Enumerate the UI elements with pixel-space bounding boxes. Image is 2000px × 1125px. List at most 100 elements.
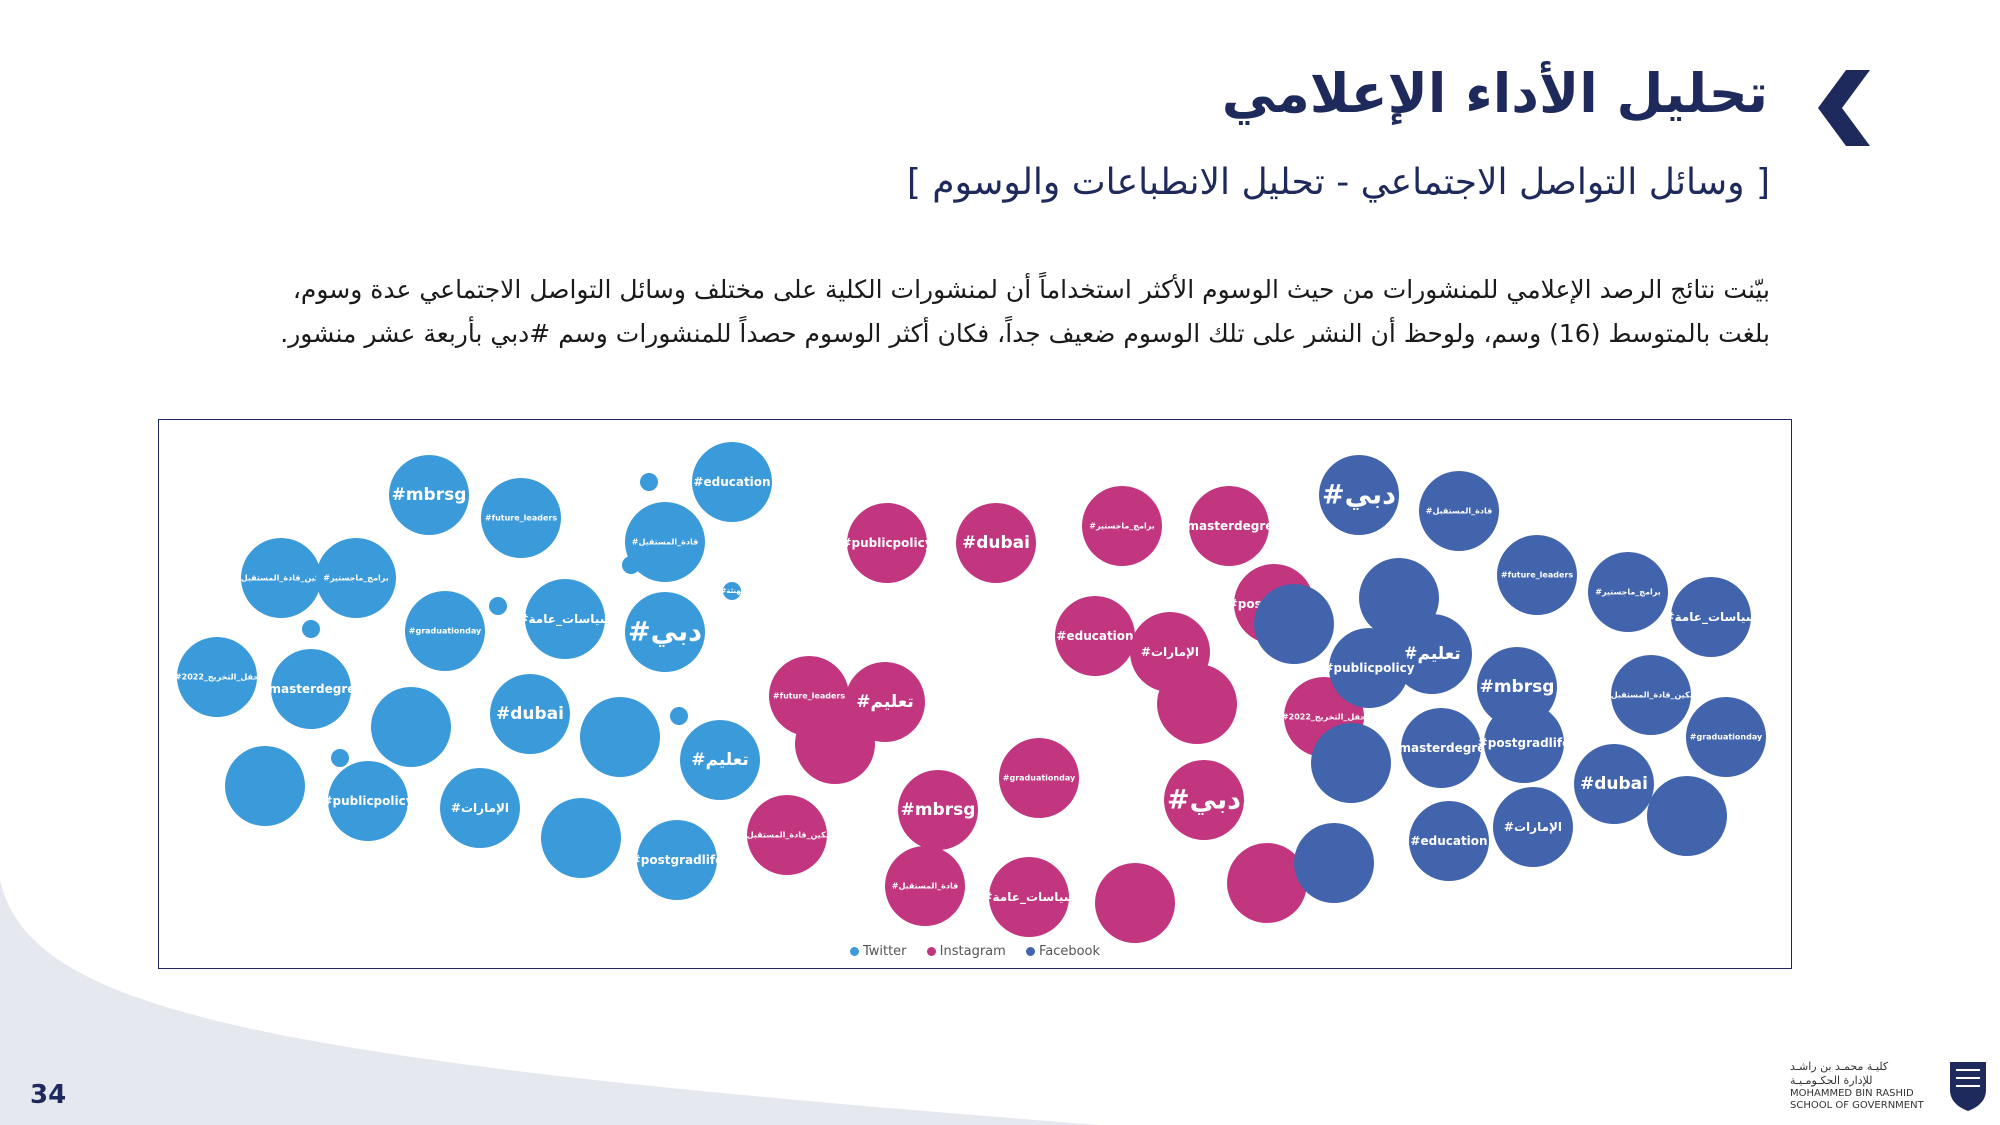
bubble-facebook[interactable] xyxy=(1484,703,1564,783)
bubble-instagram[interactable] xyxy=(999,738,1079,818)
legend-label-twitter: Twitter xyxy=(862,944,907,959)
bubble-label: #publicpolicy xyxy=(841,536,932,550)
bubble-label: #graduationday xyxy=(1690,733,1763,742)
bubble-twitter[interactable] xyxy=(490,674,570,754)
hashtag-bubble-chart: #mbrsg #future_leaders #education #قادة_الم… xyxy=(158,419,1792,969)
bubble-twitter[interactable] xyxy=(692,442,772,522)
series-facebook: #دبي #قادة_المستقبل #future_leaders #برامج_… xyxy=(1254,455,1766,903)
bubble-instagram[interactable] xyxy=(1095,863,1175,943)
bubble-instagram[interactable] xyxy=(1157,664,1237,744)
logo-text: كليـة محمـد بن راشـد للإدارة الحكـومـيـة… xyxy=(1790,1060,1940,1113)
bubble-facebook[interactable] xyxy=(1329,628,1409,708)
bubble-instagram[interactable] xyxy=(1189,486,1269,566)
bubble-label: #graduationday xyxy=(409,627,482,636)
bubble-twitter[interactable] xyxy=(580,697,660,777)
bubble-instagram[interactable] xyxy=(885,846,965,926)
bubble-label: #future_leaders xyxy=(773,692,845,701)
bubble-twitter[interactable] xyxy=(670,707,688,725)
bubble-facebook[interactable] xyxy=(1419,471,1499,551)
legend-dot-twitter xyxy=(849,947,859,956)
bubble-twitter[interactable] xyxy=(316,538,396,618)
description-paragraph: بيّنت نتائج الرصد الإعلامي للمنشورات من … xyxy=(170,268,1770,356)
bubble-facebook[interactable] xyxy=(1294,823,1374,903)
bubble-twitter[interactable] xyxy=(625,592,705,672)
bubble-chart-canvas: #mbrsg #future_leaders #education #قادة_الم… xyxy=(175,442,1766,943)
bubble-facebook[interactable] xyxy=(1311,723,1391,803)
bubble-twitter[interactable] xyxy=(241,538,321,618)
bubble-twitter[interactable] xyxy=(489,597,507,615)
bubble-twitter[interactable] xyxy=(371,687,451,767)
bubble-instagram[interactable] xyxy=(898,770,978,850)
bubble-instagram[interactable] xyxy=(956,503,1036,583)
bubble-facebook[interactable] xyxy=(1401,708,1481,788)
bubble-label: #تعليم xyxy=(856,692,913,712)
bubble-facebook[interactable] xyxy=(1647,776,1727,856)
bubble-facebook[interactable] xyxy=(1588,552,1668,632)
bubble-label: #تمكين_قادة_المستقبل xyxy=(740,831,834,840)
bubble-label: #تعليم xyxy=(1403,644,1460,664)
bubble-instagram[interactable] xyxy=(795,704,875,784)
series-instagram: #publicpolicy #dubai #برامج_ماجستير #master… xyxy=(740,486,1366,943)
bubble-twitter[interactable] xyxy=(440,768,520,848)
bubble-facebook[interactable] xyxy=(1493,787,1573,867)
bubble-label: #masterdegree xyxy=(258,682,363,696)
bubble-instagram[interactable] xyxy=(989,857,1069,937)
bubble-twitter[interactable] xyxy=(723,582,741,600)
bubble-twitter[interactable] xyxy=(481,478,561,558)
school-logo: كليـة محمـد بن راشـد للإدارة الحكـومـيـة… xyxy=(1790,1060,1990,1112)
bubble-label: #حفل_التخريج_2022 xyxy=(1282,713,1366,722)
crest-icon xyxy=(1950,1062,1986,1111)
bubble-facebook[interactable] xyxy=(1319,455,1399,535)
bubble-twitter[interactable] xyxy=(225,746,305,826)
bubble-twitter[interactable] xyxy=(271,649,351,729)
bubble-facebook[interactable] xyxy=(1254,584,1334,664)
bubble-label: #برامج_ماجستير xyxy=(1595,588,1661,597)
bubble-instagram[interactable] xyxy=(1082,486,1162,566)
bubble-twitter[interactable] xyxy=(541,798,621,878)
legend-dot-facebook xyxy=(1025,947,1035,956)
bubble-twitter[interactable] xyxy=(331,749,349,767)
bubble-twitter[interactable] xyxy=(625,502,705,582)
bubble-instagram[interactable] xyxy=(1164,760,1244,840)
bubble-facebook[interactable] xyxy=(1574,744,1654,824)
legend-item-twitter[interactable]: Twitter xyxy=(849,944,907,959)
bubble-label: #publicpolicy xyxy=(322,794,413,808)
bubble-twitter[interactable] xyxy=(640,473,658,491)
bubble-twitter[interactable] xyxy=(328,761,408,841)
bubble-facebook[interactable] xyxy=(1686,697,1766,777)
bubble-label: #masterdegree xyxy=(1176,519,1281,533)
bubble-instagram[interactable] xyxy=(747,795,827,875)
bubble-twitter[interactable] xyxy=(680,720,760,800)
bubble-facebook[interactable] xyxy=(1611,655,1691,735)
bubble-label: #postgradlife xyxy=(1478,736,1571,750)
legend-item-instagram[interactable]: Instagram xyxy=(926,944,1006,959)
bubble-label: #postgradlife xyxy=(631,853,724,867)
bubble-label: #برامج_ماجستير xyxy=(1089,522,1155,531)
bubble-twitter[interactable] xyxy=(637,820,717,900)
bubble-facebook[interactable] xyxy=(1671,577,1751,657)
bubble-instagram[interactable] xyxy=(847,503,927,583)
bubble-label: #دبي xyxy=(628,617,702,648)
bubble-label: #تهنئة xyxy=(720,587,743,595)
bubble-label: #publicpolicy xyxy=(1323,661,1414,675)
description-line-1: بيّنت نتائج الرصد الإعلامي للمنشورات من … xyxy=(292,275,1770,304)
bubble-twitter[interactable] xyxy=(302,620,320,638)
bubble-facebook[interactable] xyxy=(1497,535,1577,615)
bubble-instagram[interactable] xyxy=(1055,596,1135,676)
bubble-label: #حفل_التخريج_2022 xyxy=(175,673,259,682)
bubble-twitter[interactable] xyxy=(405,591,485,671)
logo-english-line-1: MOHAMMED BIN RASHID xyxy=(1790,1087,1914,1099)
bubble-twitter[interactable] xyxy=(389,455,469,535)
bubble-instagram[interactable] xyxy=(1227,843,1307,923)
bubble-label: #سياسات_عامة xyxy=(982,890,1075,905)
bubble-twitter[interactable] xyxy=(177,637,257,717)
bubble-facebook[interactable] xyxy=(1359,558,1439,638)
bubble-label: #masterdegree xyxy=(1388,741,1493,755)
bubble-facebook[interactable] xyxy=(1409,801,1489,881)
bubble-label: #الإمارات xyxy=(1504,820,1562,834)
legend-item-facebook[interactable]: Facebook xyxy=(1025,944,1100,959)
bubble-twitter[interactable] xyxy=(525,579,605,659)
bubble-label: #الإمارات xyxy=(1141,645,1199,659)
bubble-twitter[interactable] xyxy=(622,556,640,574)
